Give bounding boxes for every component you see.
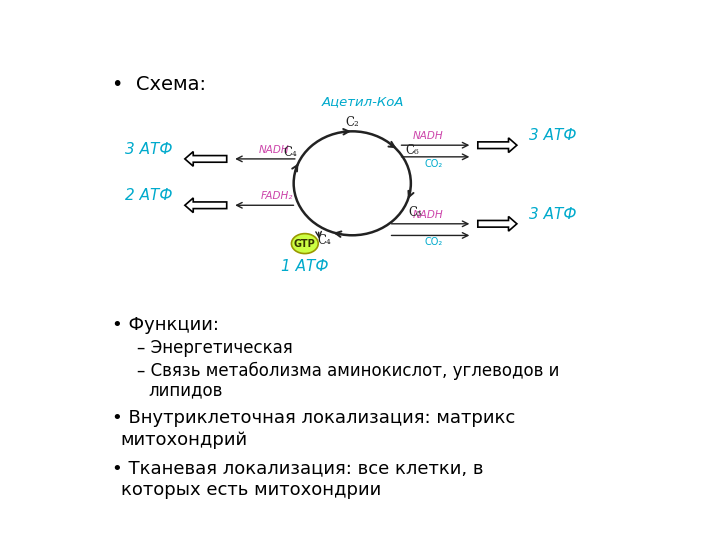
Text: GTP: GTP (294, 239, 315, 248)
Text: 2 АТФ: 2 АТФ (125, 188, 172, 203)
Text: • Внутриклеточная локализация: матрикс: • Внутриклеточная локализация: матрикс (112, 409, 516, 428)
Text: • Функции:: • Функции: (112, 316, 220, 334)
Text: которых есть митохондрии: которых есть митохондрии (121, 481, 381, 499)
Text: C₆: C₆ (405, 144, 419, 157)
Text: C₄: C₄ (284, 146, 297, 159)
Text: 3 АТФ: 3 АТФ (529, 128, 577, 143)
Text: C₄: C₄ (318, 234, 332, 247)
Text: C₂: C₂ (346, 116, 359, 129)
Text: •  Схема:: • Схема: (112, 75, 207, 94)
Text: FADH₂: FADH₂ (261, 191, 293, 201)
FancyArrow shape (478, 138, 517, 152)
Text: 3 АТФ: 3 АТФ (529, 207, 577, 222)
Text: • Тканевая локализация: все клетки, в: • Тканевая локализация: все клетки, в (112, 460, 484, 477)
Text: CO₂: CO₂ (424, 237, 442, 247)
Circle shape (292, 234, 318, 254)
FancyArrow shape (478, 217, 517, 231)
Text: – Связь метаболизма аминокислот, углеводов и: – Связь метаболизма аминокислот, углевод… (138, 362, 560, 380)
FancyArrow shape (185, 152, 227, 166)
Text: NADH: NADH (413, 131, 443, 141)
Text: NADH: NADH (258, 145, 289, 155)
Text: липидов: липидов (148, 381, 223, 399)
Text: митохондрий: митохондрий (121, 431, 248, 449)
Text: Ацетил-КоА: Ацетил-КоА (322, 96, 405, 109)
Text: C₅: C₅ (408, 206, 422, 219)
Text: – Энергетическая: – Энергетическая (138, 339, 293, 357)
Text: CO₂: CO₂ (424, 159, 442, 168)
Text: 3 АТФ: 3 АТФ (125, 142, 172, 157)
Text: NADH: NADH (413, 210, 443, 220)
Text: 1 АТФ: 1 АТФ (281, 259, 328, 274)
FancyArrow shape (185, 198, 227, 213)
